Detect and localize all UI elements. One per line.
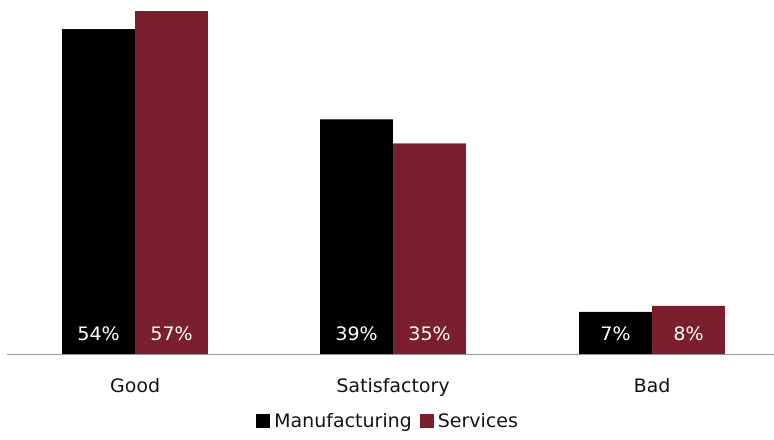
bar-manufacturing-bad — [579, 311, 652, 354]
bar-services-satisfactory — [393, 143, 466, 354]
x-tick-label-satisfactory: Satisfactory — [336, 375, 449, 397]
data-label-manufacturing-satisfactory: 39% — [335, 323, 377, 345]
bar-services-bad — [652, 305, 725, 354]
data-label-manufacturing-good: 54% — [77, 323, 119, 345]
bar-services-good — [135, 11, 208, 354]
data-label-manufacturing-bad: 7% — [600, 323, 630, 345]
data-label-services-bad: 8% — [673, 323, 703, 345]
data-label-services-satisfactory: 35% — [408, 323, 450, 345]
legend-label-services: Services — [437, 410, 518, 432]
x-tick-label-good: Good — [110, 375, 160, 397]
legend-item-manufacturing: Manufacturing — [256, 410, 412, 432]
bar-manufacturing-good — [62, 29, 135, 354]
legend-item-services: Services — [419, 410, 518, 432]
bar-manufacturing-satisfactory — [320, 119, 393, 354]
legend-label-manufacturing: Manufacturing — [274, 410, 412, 432]
legend-swatch-services — [419, 414, 434, 428]
legend-swatch-manufacturing — [256, 414, 271, 428]
data-label-services-good: 57% — [150, 323, 192, 345]
legend: Manufacturing Services — [0, 406, 774, 436]
x-tick-label-bad: Bad — [634, 375, 671, 397]
